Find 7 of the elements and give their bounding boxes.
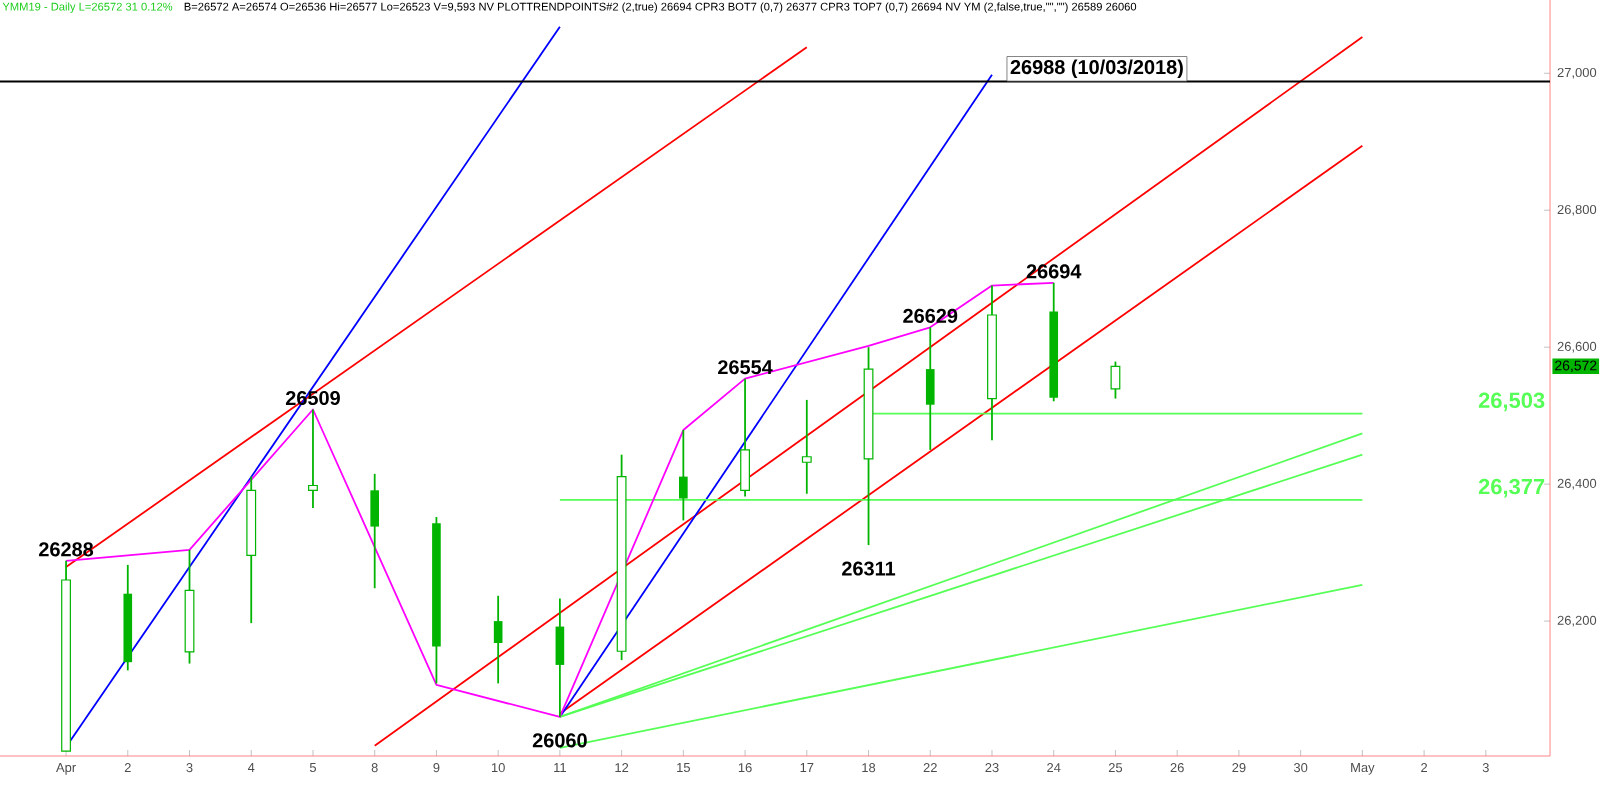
annotation: 26060 bbox=[532, 733, 587, 748]
annotation: 26,377 bbox=[1478, 478, 1545, 498]
annotation: 26554 bbox=[718, 360, 773, 375]
annotation: 26288 bbox=[39, 542, 94, 557]
annotation: 26,503 bbox=[1478, 392, 1545, 412]
ref-line-label: 26988 (10/03/2018) bbox=[1010, 59, 1183, 79]
annotation: 26311 bbox=[842, 561, 896, 576]
